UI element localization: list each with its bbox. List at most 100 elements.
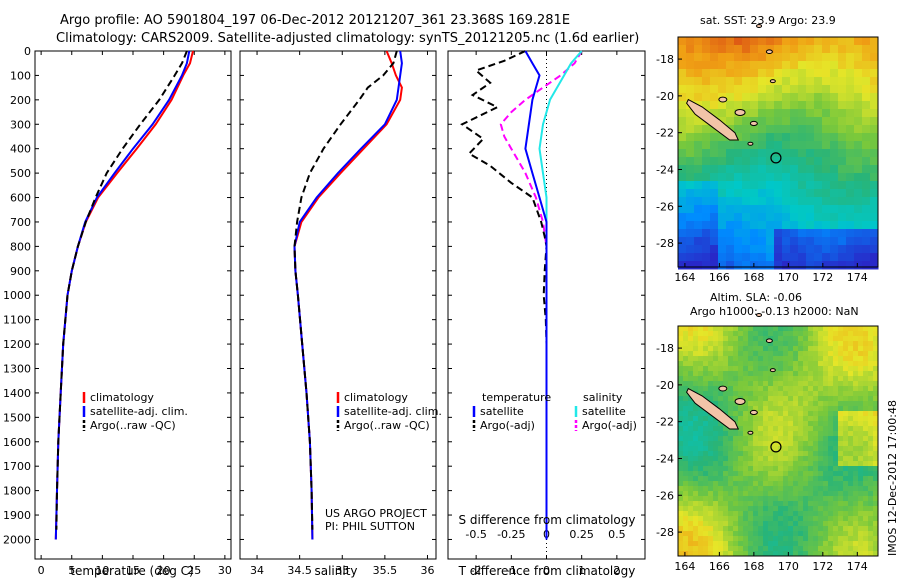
heatmap-cell (828, 546, 834, 552)
heatmap-cell (773, 526, 779, 532)
heatmap-cell (813, 441, 819, 447)
map-y-tick-label: -24 (656, 163, 674, 176)
heatmap-cell (742, 229, 751, 238)
heatmap-cell (778, 391, 784, 397)
heatmap-cell (830, 85, 839, 94)
heatmap-cell (803, 351, 809, 357)
heatmap-cell (788, 476, 794, 482)
heatmap-cell (798, 436, 804, 442)
heatmap-cell (782, 173, 791, 182)
heatmap-cell (870, 117, 879, 126)
heatmap-cell (853, 381, 859, 387)
heatmap-cell (694, 197, 703, 206)
heatmap-cell (688, 446, 694, 452)
heatmap-cell (728, 356, 734, 362)
heatmap-cell (718, 245, 727, 254)
heatmap-cell (838, 341, 844, 347)
heatmap-cell (678, 376, 684, 382)
heatmap-cell (753, 341, 759, 347)
heatmap-cell (750, 77, 759, 86)
heatmap-cell (843, 446, 849, 452)
heatmap-cell (830, 149, 839, 158)
heatmap-cell (868, 376, 874, 382)
heatmap-cell (694, 245, 703, 254)
heatmap-cell (868, 491, 874, 497)
heatmap-cell (718, 197, 727, 206)
x-tick-label: 0 (38, 564, 45, 577)
heatmap-cell (808, 496, 814, 502)
heatmap-cell (753, 361, 759, 367)
heatmap-cell (743, 406, 749, 412)
heatmap-cell (782, 37, 791, 46)
heatmap-cell (698, 431, 704, 437)
heatmap-cell (703, 361, 709, 367)
heatmap-cell (683, 386, 689, 392)
heatmap-cell (782, 149, 791, 158)
heatmap-cell (773, 441, 779, 447)
heatmap-cell (854, 93, 863, 102)
heatmap-cell (853, 366, 859, 372)
heatmap-cell (838, 149, 847, 158)
heatmap-cell (798, 341, 804, 347)
heatmap-cell (848, 471, 854, 477)
heatmap-cell (678, 526, 684, 532)
heatmap-cell (723, 546, 729, 552)
heatmap-cell (803, 396, 809, 402)
heatmap-cell (870, 93, 879, 102)
heatmap-cell (808, 436, 814, 442)
heatmap-cell (768, 391, 774, 397)
heatmap-cell (703, 466, 709, 472)
heatmap-cell (868, 436, 874, 442)
heatmap-cell (862, 261, 871, 270)
heatmap-cell (806, 37, 815, 46)
heatmap-cell (793, 466, 799, 472)
heatmap-cell (798, 149, 807, 158)
island (734, 108, 746, 116)
heatmap-cell (813, 401, 819, 407)
heatmap-cell (758, 237, 767, 246)
heatmap-cell (813, 356, 819, 362)
heatmap-cell (743, 336, 749, 342)
heatmap-cell (828, 516, 834, 522)
heatmap-cell (783, 376, 789, 382)
heatmap-cell (828, 501, 834, 507)
heatmap-cell (750, 53, 759, 62)
heatmap-cell (822, 69, 831, 78)
heatmap-cell (694, 261, 703, 270)
heatmap-cell (738, 436, 744, 442)
heatmap-cell (833, 516, 839, 522)
heatmap-cell (702, 189, 711, 198)
heatmap-cell (868, 411, 874, 417)
heatmap-cell (766, 245, 775, 254)
heatmap-cell (718, 531, 724, 537)
heatmap-cell (773, 406, 779, 412)
heatmap-cell (703, 411, 709, 417)
heatmap-cell (748, 366, 754, 372)
heatmap-cell (718, 69, 727, 78)
heatmap-cell (742, 165, 751, 174)
heatmap-cell (818, 506, 824, 512)
heatmap-cell (718, 436, 724, 442)
heatmap-cell (702, 229, 711, 238)
heatmap-cell (753, 461, 759, 467)
heatmap-cell (748, 536, 754, 542)
heatmap-cell (733, 431, 739, 437)
heatmap-cell (750, 197, 759, 206)
x-top-tick-label: 0.5 (608, 528, 626, 541)
heatmap-cell (838, 476, 844, 482)
heatmap-cell (873, 441, 879, 447)
heatmap-cell (738, 386, 744, 392)
heatmap-cell (870, 61, 879, 70)
heatmap-cell (813, 391, 819, 397)
heatmap-cell (870, 141, 879, 150)
heatmap-cell (848, 486, 854, 492)
heatmap-cell (823, 446, 829, 452)
heatmap-cell (688, 386, 694, 392)
salinity-xlabel: salinity (314, 564, 357, 578)
heatmap-cell (683, 466, 689, 472)
heatmap-cell (768, 531, 774, 537)
heatmap-cell (713, 521, 719, 527)
heatmap-cell (783, 391, 789, 397)
heatmap-cell (753, 391, 759, 397)
heatmap-cell (703, 366, 709, 372)
